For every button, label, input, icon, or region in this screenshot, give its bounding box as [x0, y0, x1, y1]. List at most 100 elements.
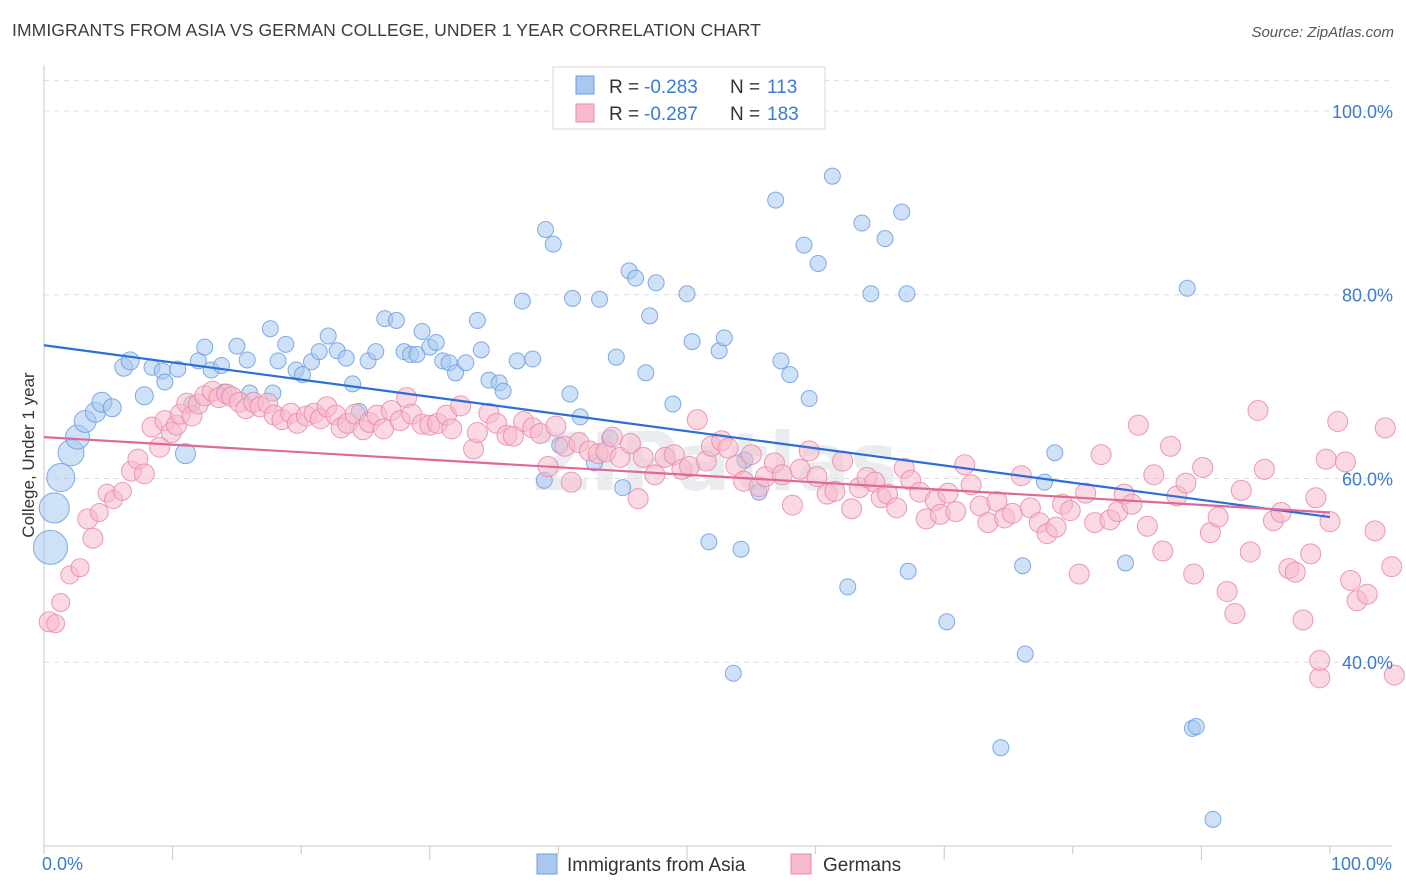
data-point	[1364, 520, 1386, 542]
series-germans	[38, 380, 1405, 689]
data-point	[893, 203, 911, 221]
data-point	[1239, 541, 1261, 563]
y-tick-label: 80.0%	[1342, 286, 1393, 306]
data-point	[447, 364, 465, 382]
data-point	[1014, 557, 1032, 575]
data-point	[781, 366, 799, 384]
legend-n-label-germans: N =	[730, 104, 760, 125]
data-point	[513, 292, 531, 310]
data-point	[772, 352, 790, 370]
data-point	[212, 356, 230, 374]
data-point	[740, 444, 762, 466]
data-point	[1340, 569, 1362, 591]
data-point	[238, 351, 256, 369]
data-point	[1224, 603, 1246, 625]
chart-title: IMMIGRANTS FROM ASIA VS GERMAN COLLEGE, …	[12, 20, 761, 40]
legend-r-value-germans: -0.287	[644, 104, 698, 125]
data-point	[1315, 448, 1337, 470]
data-point	[627, 269, 645, 287]
data-point	[413, 322, 431, 340]
data-point	[502, 425, 524, 447]
data-point	[1136, 515, 1158, 537]
data-point	[149, 436, 171, 458]
data-point	[277, 335, 295, 353]
data-point	[310, 343, 328, 361]
y-tick-label: 40.0%	[1342, 653, 1393, 673]
data-point	[174, 443, 196, 465]
trend-lines	[43, 344, 1331, 519]
data-point	[853, 214, 871, 232]
data-point	[102, 398, 122, 418]
data-point	[886, 497, 908, 519]
data-point	[992, 739, 1010, 757]
data-point	[1356, 583, 1378, 605]
data-point	[717, 437, 739, 459]
data-point	[1253, 458, 1275, 480]
data-point	[938, 613, 956, 631]
data-point	[767, 191, 785, 209]
data-point	[841, 498, 863, 520]
data-point	[1160, 435, 1182, 457]
data-point	[798, 440, 820, 462]
data-point	[1183, 563, 1205, 585]
data-point	[82, 527, 104, 549]
data-point	[644, 464, 666, 486]
data-point	[1117, 554, 1135, 572]
data-point	[899, 562, 917, 580]
data-point	[46, 614, 66, 634]
data-point	[1187, 718, 1205, 736]
y-tick-labels: 40.0% 60.0% 80.0% 100.0%	[1332, 102, 1393, 673]
data-point	[627, 488, 649, 510]
correlation-legend: R = -0.283 N = 113 R = -0.287 N = 183	[552, 66, 826, 130]
data-point	[196, 338, 214, 356]
data-point	[607, 348, 625, 366]
data-point	[795, 236, 813, 254]
data-point	[387, 311, 405, 329]
data-point	[732, 540, 750, 558]
data-point	[1284, 561, 1306, 583]
y-axis-label: College, Under 1 year	[19, 372, 38, 538]
data-point	[1374, 417, 1396, 439]
data-point	[632, 446, 654, 468]
data-point	[591, 290, 609, 308]
data-point	[809, 254, 827, 272]
data-point	[686, 409, 708, 431]
data-point	[1143, 464, 1165, 486]
data-point	[1121, 493, 1143, 515]
data-point	[441, 418, 463, 440]
legend-n-label-asia: N =	[730, 77, 760, 98]
x-tick-label-max: 100.0%	[1331, 854, 1392, 874]
data-point	[545, 415, 567, 437]
x-tick-label-min: 0.0%	[42, 854, 83, 874]
data-point	[261, 320, 279, 338]
data-point	[120, 351, 140, 371]
data-point	[1383, 664, 1405, 686]
bottom-legend-swatch-asia	[536, 853, 558, 875]
data-point	[51, 593, 71, 613]
data-point	[1292, 609, 1314, 631]
legend-n-value-asia: 113	[767, 77, 797, 98]
data-point	[1334, 451, 1356, 473]
data-point	[1068, 563, 1090, 585]
data-point	[614, 479, 632, 497]
data-point	[367, 343, 385, 361]
data-point	[1178, 279, 1196, 297]
legend-swatch-asia	[575, 75, 595, 95]
data-point	[641, 307, 659, 325]
data-point	[494, 382, 512, 400]
legend-r-value-asia: -0.283	[644, 77, 698, 98]
bottom-legend-label-germans: Germans	[823, 855, 901, 876]
legend-swatch-germans	[575, 103, 595, 123]
data-point	[1090, 444, 1112, 466]
data-point	[1127, 414, 1149, 436]
legend-r-label-germans: R =	[609, 104, 639, 125]
data-point	[1059, 500, 1081, 522]
data-point	[32, 529, 68, 565]
data-point	[937, 482, 959, 504]
axes	[43, 65, 1392, 860]
data-point	[700, 533, 718, 551]
data-point	[1192, 456, 1214, 478]
data-point	[156, 373, 174, 391]
data-point	[1204, 810, 1222, 828]
data-point	[664, 395, 682, 413]
